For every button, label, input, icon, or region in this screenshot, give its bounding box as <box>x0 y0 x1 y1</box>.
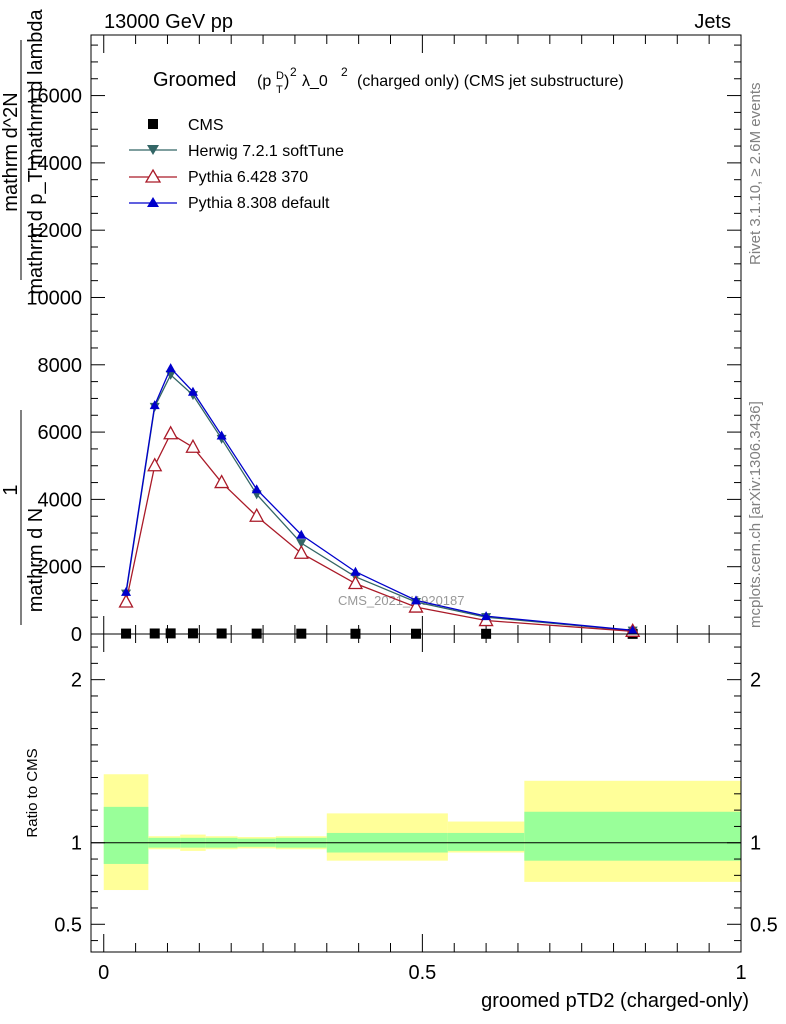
main-y-tick-label: 8000 <box>38 355 83 377</box>
data-point-pythia6 <box>147 457 163 472</box>
data-point-pythia8 <box>350 566 361 576</box>
ratio-band-inner <box>103 806 149 864</box>
data-point-pythia6 <box>249 507 265 522</box>
x-axis-label: groomed pTD2 (charged-only) <box>481 990 749 1012</box>
main-y-axis: 0 2000 4000 6000 8000 10000 12000 14000 16000 <box>26 44 741 646</box>
title-pow: 2 <box>290 65 297 79</box>
main-y-tick-label: 10000 <box>26 287 82 309</box>
data-point-cms <box>216 628 227 639</box>
x-tick-label: 0.5 <box>408 962 436 984</box>
legend-item-pythia8: Pythia 8.308 default <box>129 195 330 212</box>
data-point-pythia8 <box>121 586 132 596</box>
x-tick-label: 0 <box>98 962 109 984</box>
data-point-pythia6 <box>118 593 134 608</box>
y-label-one: 1 <box>0 484 22 495</box>
y-label-numerator: mathrm d^2N <box>0 92 22 211</box>
title-sup: D <box>276 70 284 82</box>
legend-label-herwig: Herwig 7.2.1 softTune <box>188 143 344 160</box>
legend-marker-pythia8 <box>147 197 159 207</box>
main-y-label: mathrm d^2N mathrm d p_T mathrm d lambda… <box>0 8 47 625</box>
legend-label-pythia8: Pythia 8.308 default <box>188 195 330 212</box>
ratio-y-axis: 0.5 0.5 1 1 2 2 <box>54 646 778 942</box>
category-label: Jets <box>694 11 731 33</box>
main-y-tick-label: 0 <box>71 624 82 646</box>
title-sub: T <box>276 84 283 96</box>
ratio-frame <box>90 633 742 953</box>
legend-marker-cms <box>148 119 158 129</box>
ratio-y-tick-label-right: 0.5 <box>750 914 778 936</box>
legend-item-cms: CMS <box>148 117 224 134</box>
data-point-cms <box>149 628 160 639</box>
mcplots-label: mcplots.cern.ch [arXiv:1306.3436] <box>747 401 764 628</box>
ratio-y-tick-label: 1 <box>71 833 82 855</box>
title-suffix: (charged only) (CMS jet substructure) <box>357 73 624 90</box>
plot-title: Groomed (p D T ) 2 λ_0 2 (charged only) … <box>153 65 624 96</box>
ratio-panel: 0.5 0.51 12 2 0 0.5 1 Ratio to CMS groomed pT… <box>24 633 778 1012</box>
data-point-cms <box>187 628 198 639</box>
main-y-tick-label: 14000 <box>26 153 82 175</box>
energy-label: 13000 GeV pp <box>104 11 233 33</box>
data-point-pythia6 <box>293 544 309 559</box>
y-label-dn: mathrm d N <box>25 508 47 612</box>
data-point-pythia8 <box>411 595 421 605</box>
title-formula: (p <box>257 73 271 90</box>
data-point-pythia8 <box>481 611 492 621</box>
legend-marker-pythia6 <box>144 168 162 183</box>
data-point-herwig <box>296 539 307 549</box>
y-label-denominator: mathrm d p_T mathrm d lambda <box>25 8 47 294</box>
data-point-pythia6 <box>347 575 364 590</box>
ratio-y-label: Ratio to CMS <box>24 748 41 837</box>
legend-item-pythia6: Pythia 6.428 370 <box>129 168 308 186</box>
data-point-pythia8 <box>627 625 638 635</box>
ratio-y-tick-label: 0.5 <box>54 914 82 936</box>
data-point-pythia8 <box>216 430 227 440</box>
series-line-pythia8 <box>125 366 633 631</box>
ratio-bands <box>103 774 741 891</box>
title-rest: ) <box>284 73 289 90</box>
main-y-tick-label: 4000 <box>38 489 83 511</box>
data-point-pythia6 <box>163 425 179 440</box>
data-point-pythia6 <box>214 474 230 489</box>
legend-label-cms: CMS <box>188 117 224 134</box>
main-y-tick-label: 6000 <box>38 422 83 444</box>
data-point-pythia8 <box>187 386 198 396</box>
data-point-pythia8 <box>149 400 160 410</box>
main-y-tick-label: 12000 <box>26 220 82 242</box>
legend-marker-herwig <box>147 145 159 155</box>
data-point-cms <box>165 628 176 639</box>
legend: CMS Herwig 7.2.1 softTune Pythia 6.428 3… <box>129 117 344 212</box>
title-lambda-pow: 2 <box>341 65 348 79</box>
data-point-pythia8 <box>251 484 262 494</box>
data-point-pythia8 <box>296 529 307 539</box>
data-point-pythia8 <box>165 363 176 373</box>
title-lambda: λ_0 <box>302 73 328 90</box>
main-panel: 0 2000 4000 6000 8000 10000 12000 14000 16000 Gr… <box>0 8 742 646</box>
data-point-pythia6 <box>185 438 201 453</box>
title-prefix: Groomed <box>153 69 236 91</box>
x-tick-label: 1 <box>735 962 746 984</box>
ratio-y-tick-label: 2 <box>71 670 82 692</box>
data-point-pythia6 <box>408 598 424 613</box>
ratio-y-tick-label-right: 2 <box>750 670 761 692</box>
main-y-tick-label: 2000 <box>38 557 83 579</box>
ratio-x-axis: 0 0.5 1 <box>98 634 747 984</box>
rivet-label: Rivet 3.1.10, ≥ 2.6M events <box>747 83 764 266</box>
legend-label-pythia6: Pythia 6.428 370 <box>188 169 308 186</box>
ratio-y-tick-label-right: 1 <box>750 833 761 855</box>
main-y-tick-label: 16000 <box>26 86 82 108</box>
ratio-band-inner <box>447 832 525 851</box>
legend-item-herwig: Herwig 7.2.1 softTune <box>129 143 344 160</box>
ratio-band-inner <box>524 811 741 861</box>
